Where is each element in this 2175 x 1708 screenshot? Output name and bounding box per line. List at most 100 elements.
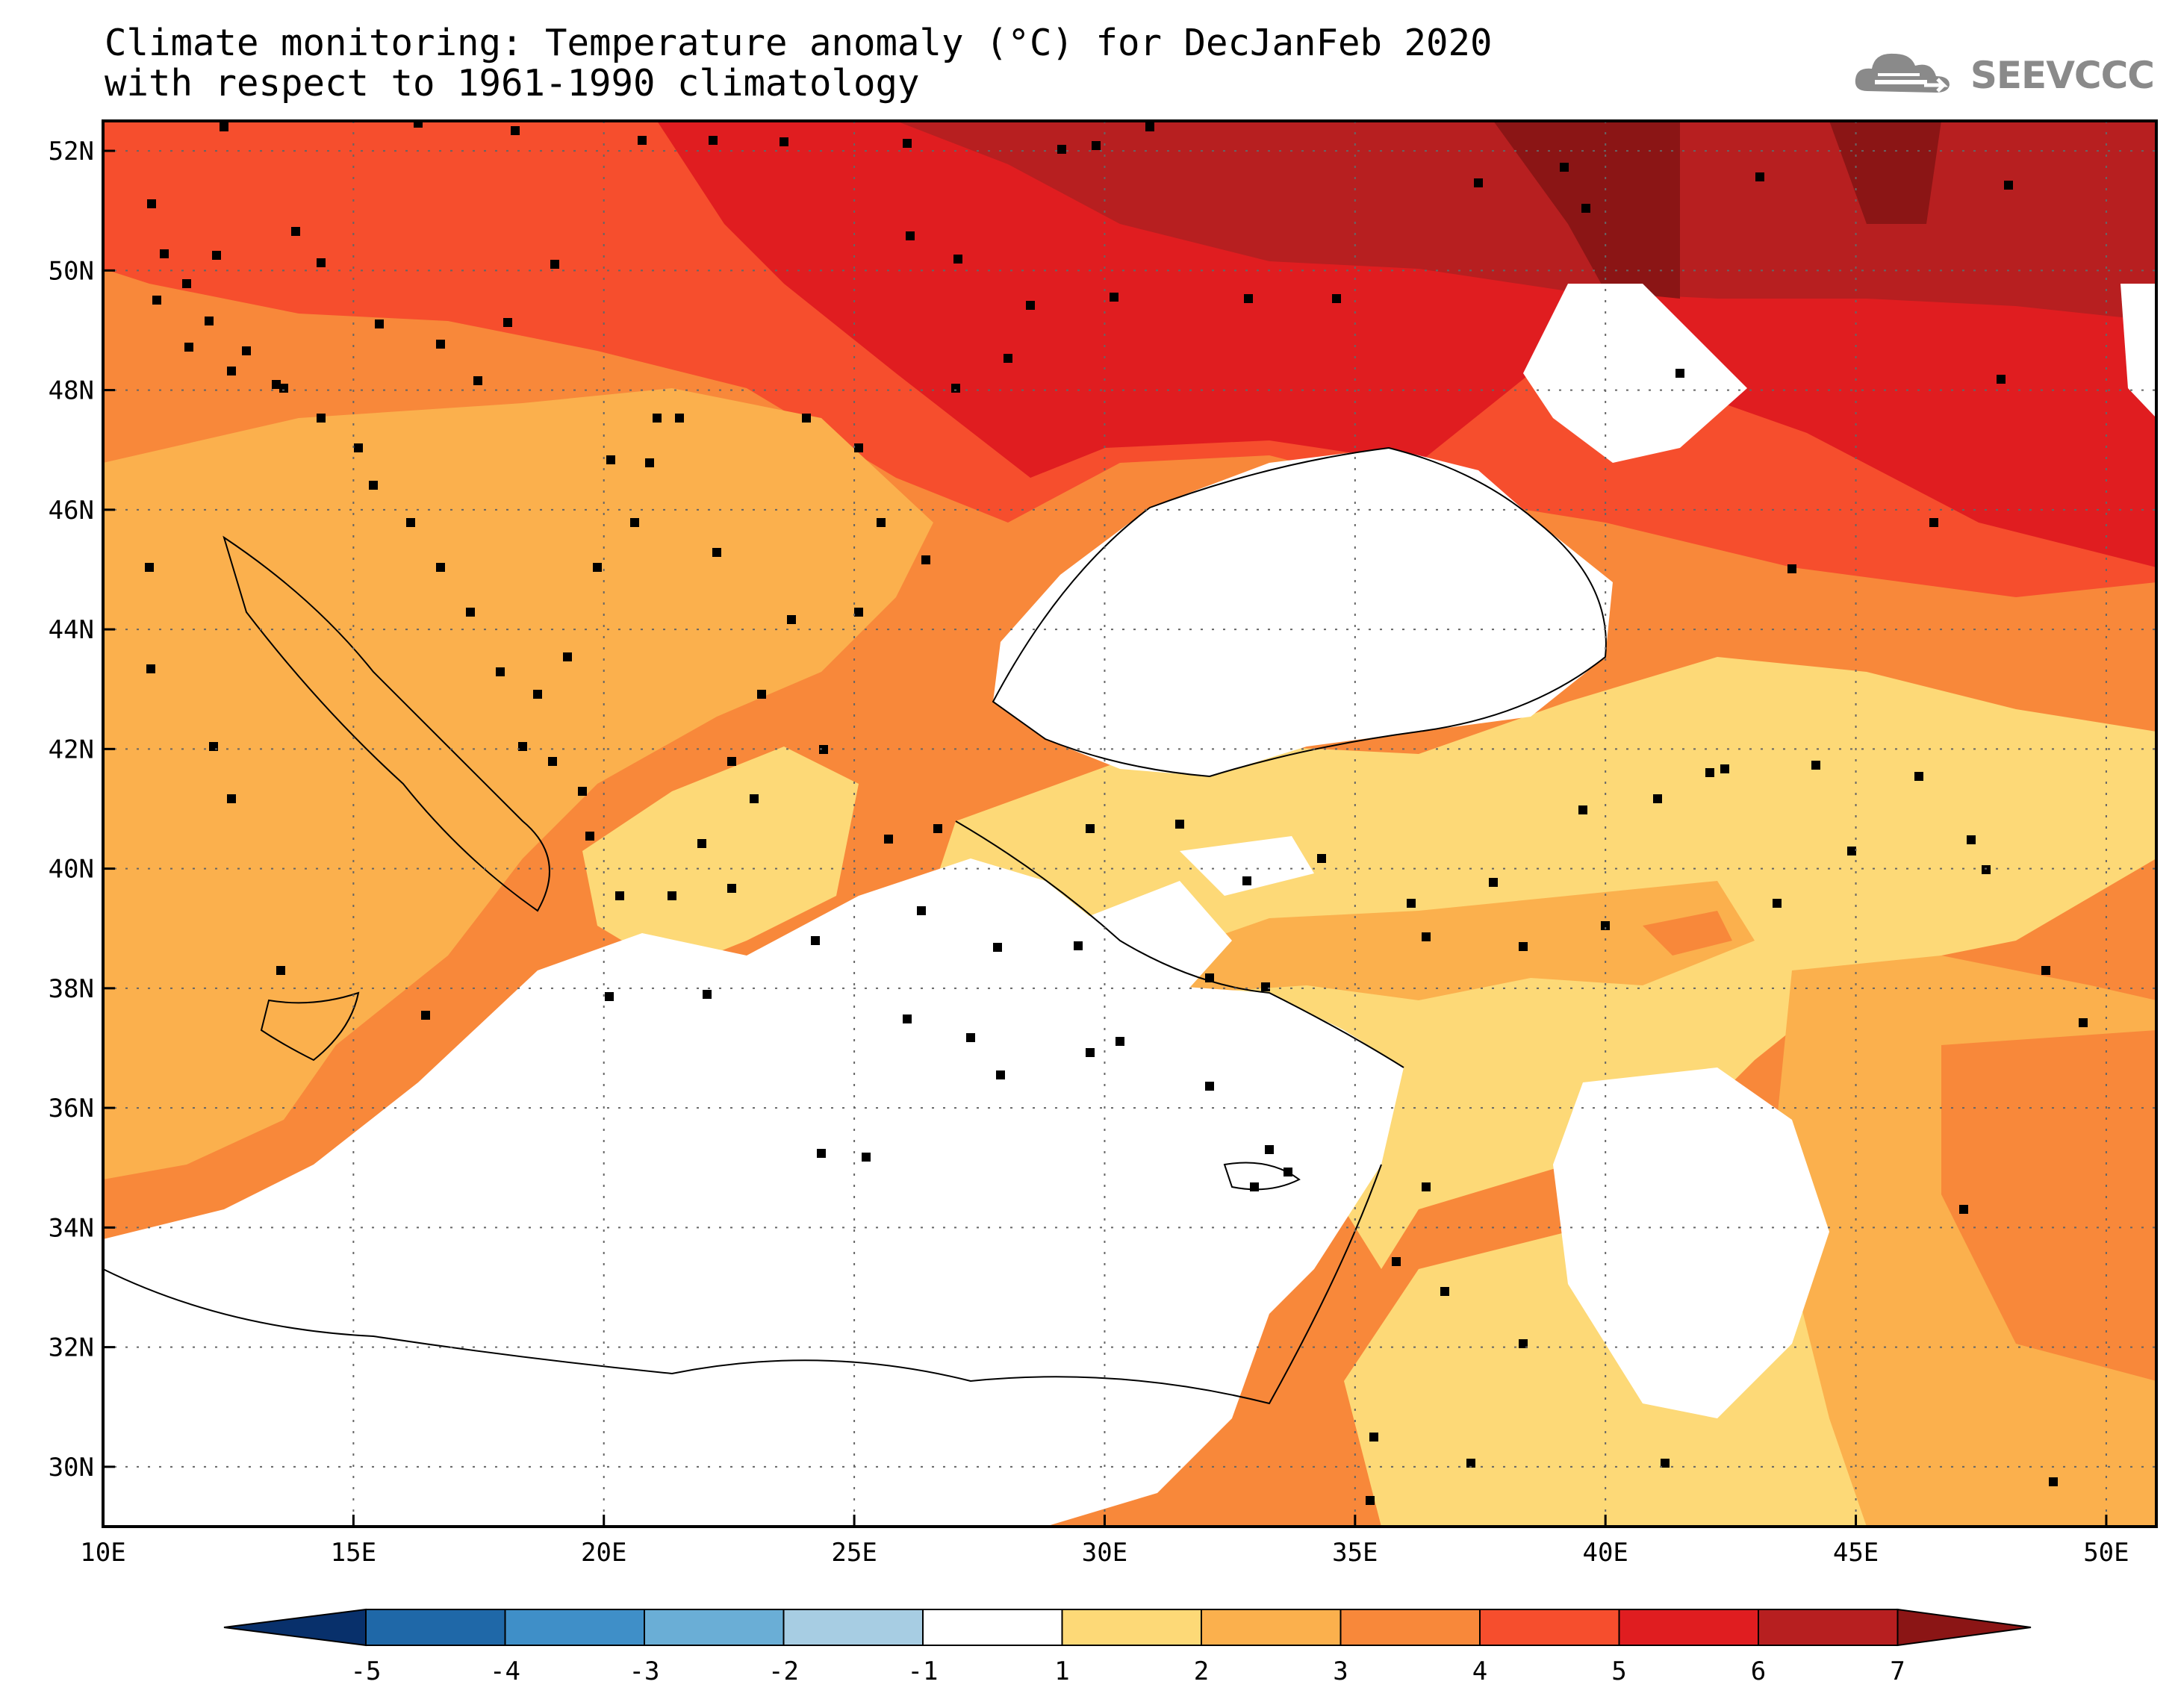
station-marker	[906, 231, 915, 240]
station-marker	[496, 667, 505, 676]
station-marker	[750, 794, 759, 803]
lat-tick-label: 30N	[49, 1453, 94, 1483]
station-marker	[1675, 369, 1684, 378]
station-marker	[205, 317, 214, 325]
station-marker	[466, 608, 475, 617]
lat-tick-label: 38N	[49, 974, 94, 1004]
station-marker	[1317, 854, 1326, 863]
station-marker	[884, 835, 893, 844]
station-marker	[1489, 878, 1498, 887]
station-marker	[212, 251, 221, 260]
station-marker	[1755, 172, 1764, 181]
colorbar-swatch	[1479, 1609, 1620, 1646]
station-marker	[862, 1153, 871, 1162]
station-marker	[1519, 1339, 1528, 1348]
station-marker	[1392, 1257, 1401, 1266]
station-marker	[242, 346, 251, 355]
station-marker	[854, 443, 863, 452]
station-marker	[615, 891, 624, 900]
station-marker	[668, 891, 676, 900]
station-marker	[2041, 966, 2050, 975]
colorbar-label: 3	[1333, 1656, 1348, 1686]
colorbar-swatch	[644, 1609, 785, 1646]
station-marker	[548, 757, 557, 766]
station-marker	[1787, 564, 1796, 573]
lon-tick-label: 25E	[831, 1538, 877, 1568]
station-marker	[272, 380, 281, 389]
station-marker	[703, 990, 712, 999]
station-marker	[1242, 876, 1251, 885]
station-marker	[184, 343, 193, 352]
station-marker	[2079, 1018, 2088, 1027]
station-marker	[2049, 1477, 2058, 1486]
station-marker	[1811, 761, 1820, 770]
station-marker	[877, 518, 886, 527]
colorbar-labels: -5 -4 -3 -2 -1 1 2 3 4 5 6 7	[351, 1656, 1905, 1686]
station-marker	[220, 122, 228, 131]
station-marker	[550, 260, 559, 269]
station-marker	[1332, 294, 1341, 303]
station-marker	[1422, 932, 1431, 941]
station-marker	[518, 742, 527, 751]
station-marker	[1705, 768, 1714, 777]
station-marker	[1265, 1145, 1274, 1154]
longitude-labels: 10E 15E 20E 25E 30E 35E 40E 45E 50E	[80, 1538, 2129, 1568]
station-marker	[354, 443, 363, 452]
station-marker	[1440, 1287, 1449, 1296]
station-marker	[375, 320, 384, 328]
station-marker	[147, 199, 156, 208]
station-marker	[1244, 294, 1253, 303]
colorbar-label: 5	[1611, 1656, 1626, 1686]
station-marker	[606, 455, 615, 464]
map-frame	[102, 119, 2158, 1528]
station-marker	[436, 563, 445, 572]
station-marker	[152, 296, 161, 305]
station-marker	[1115, 1037, 1124, 1046]
lon-tick-label: 50E	[2083, 1538, 2129, 1568]
station-marker	[1026, 301, 1035, 310]
station-marker	[1847, 847, 1856, 855]
lat-tick-label: 32N	[49, 1333, 94, 1363]
station-marker	[1086, 824, 1095, 833]
station-marker	[585, 832, 594, 841]
lon-tick-label: 15E	[331, 1538, 376, 1568]
cloud-icon	[1855, 53, 1950, 93]
station-marker	[953, 255, 962, 264]
station-marker	[1720, 764, 1729, 773]
colorbar-swatch	[922, 1609, 1063, 1646]
station-marker	[1422, 1182, 1431, 1191]
lon-tick-label: 10E	[80, 1538, 125, 1568]
station-marker	[933, 824, 942, 833]
colorbar-swatch	[504, 1609, 645, 1646]
station-marker	[1366, 1496, 1375, 1505]
lon-tick-label: 20E	[581, 1538, 626, 1568]
station-marker	[1110, 293, 1118, 302]
colorbar-swatch	[782, 1609, 924, 1646]
station-marker	[503, 318, 512, 327]
station-marker	[1653, 794, 1662, 803]
station-marker	[1250, 1182, 1259, 1191]
lon-tick-label: 30E	[1082, 1538, 1127, 1568]
station-marker	[1004, 354, 1012, 363]
station-marker	[903, 1014, 912, 1023]
colorbar-label: 1	[1054, 1656, 1069, 1686]
station-marker	[369, 481, 378, 490]
colorbar-swatch	[1339, 1609, 1481, 1646]
station-marker	[1773, 899, 1782, 908]
station-marker	[675, 414, 684, 423]
station-marker	[638, 136, 647, 145]
station-marker	[182, 279, 191, 288]
anomaly-field	[103, 121, 2156, 1527]
station-marker	[1205, 973, 1214, 982]
colorbar-label: -2	[768, 1656, 799, 1686]
station-marker	[578, 787, 587, 796]
lat-tick-label: 52N	[49, 137, 94, 166]
station-markers	[145, 121, 2088, 1505]
station-marker	[1661, 1459, 1670, 1468]
station-marker	[1145, 122, 1154, 131]
station-marker	[854, 608, 863, 617]
station-marker	[279, 384, 288, 393]
station-marker	[421, 1011, 430, 1020]
colorbar-swatch	[1061, 1609, 1202, 1646]
